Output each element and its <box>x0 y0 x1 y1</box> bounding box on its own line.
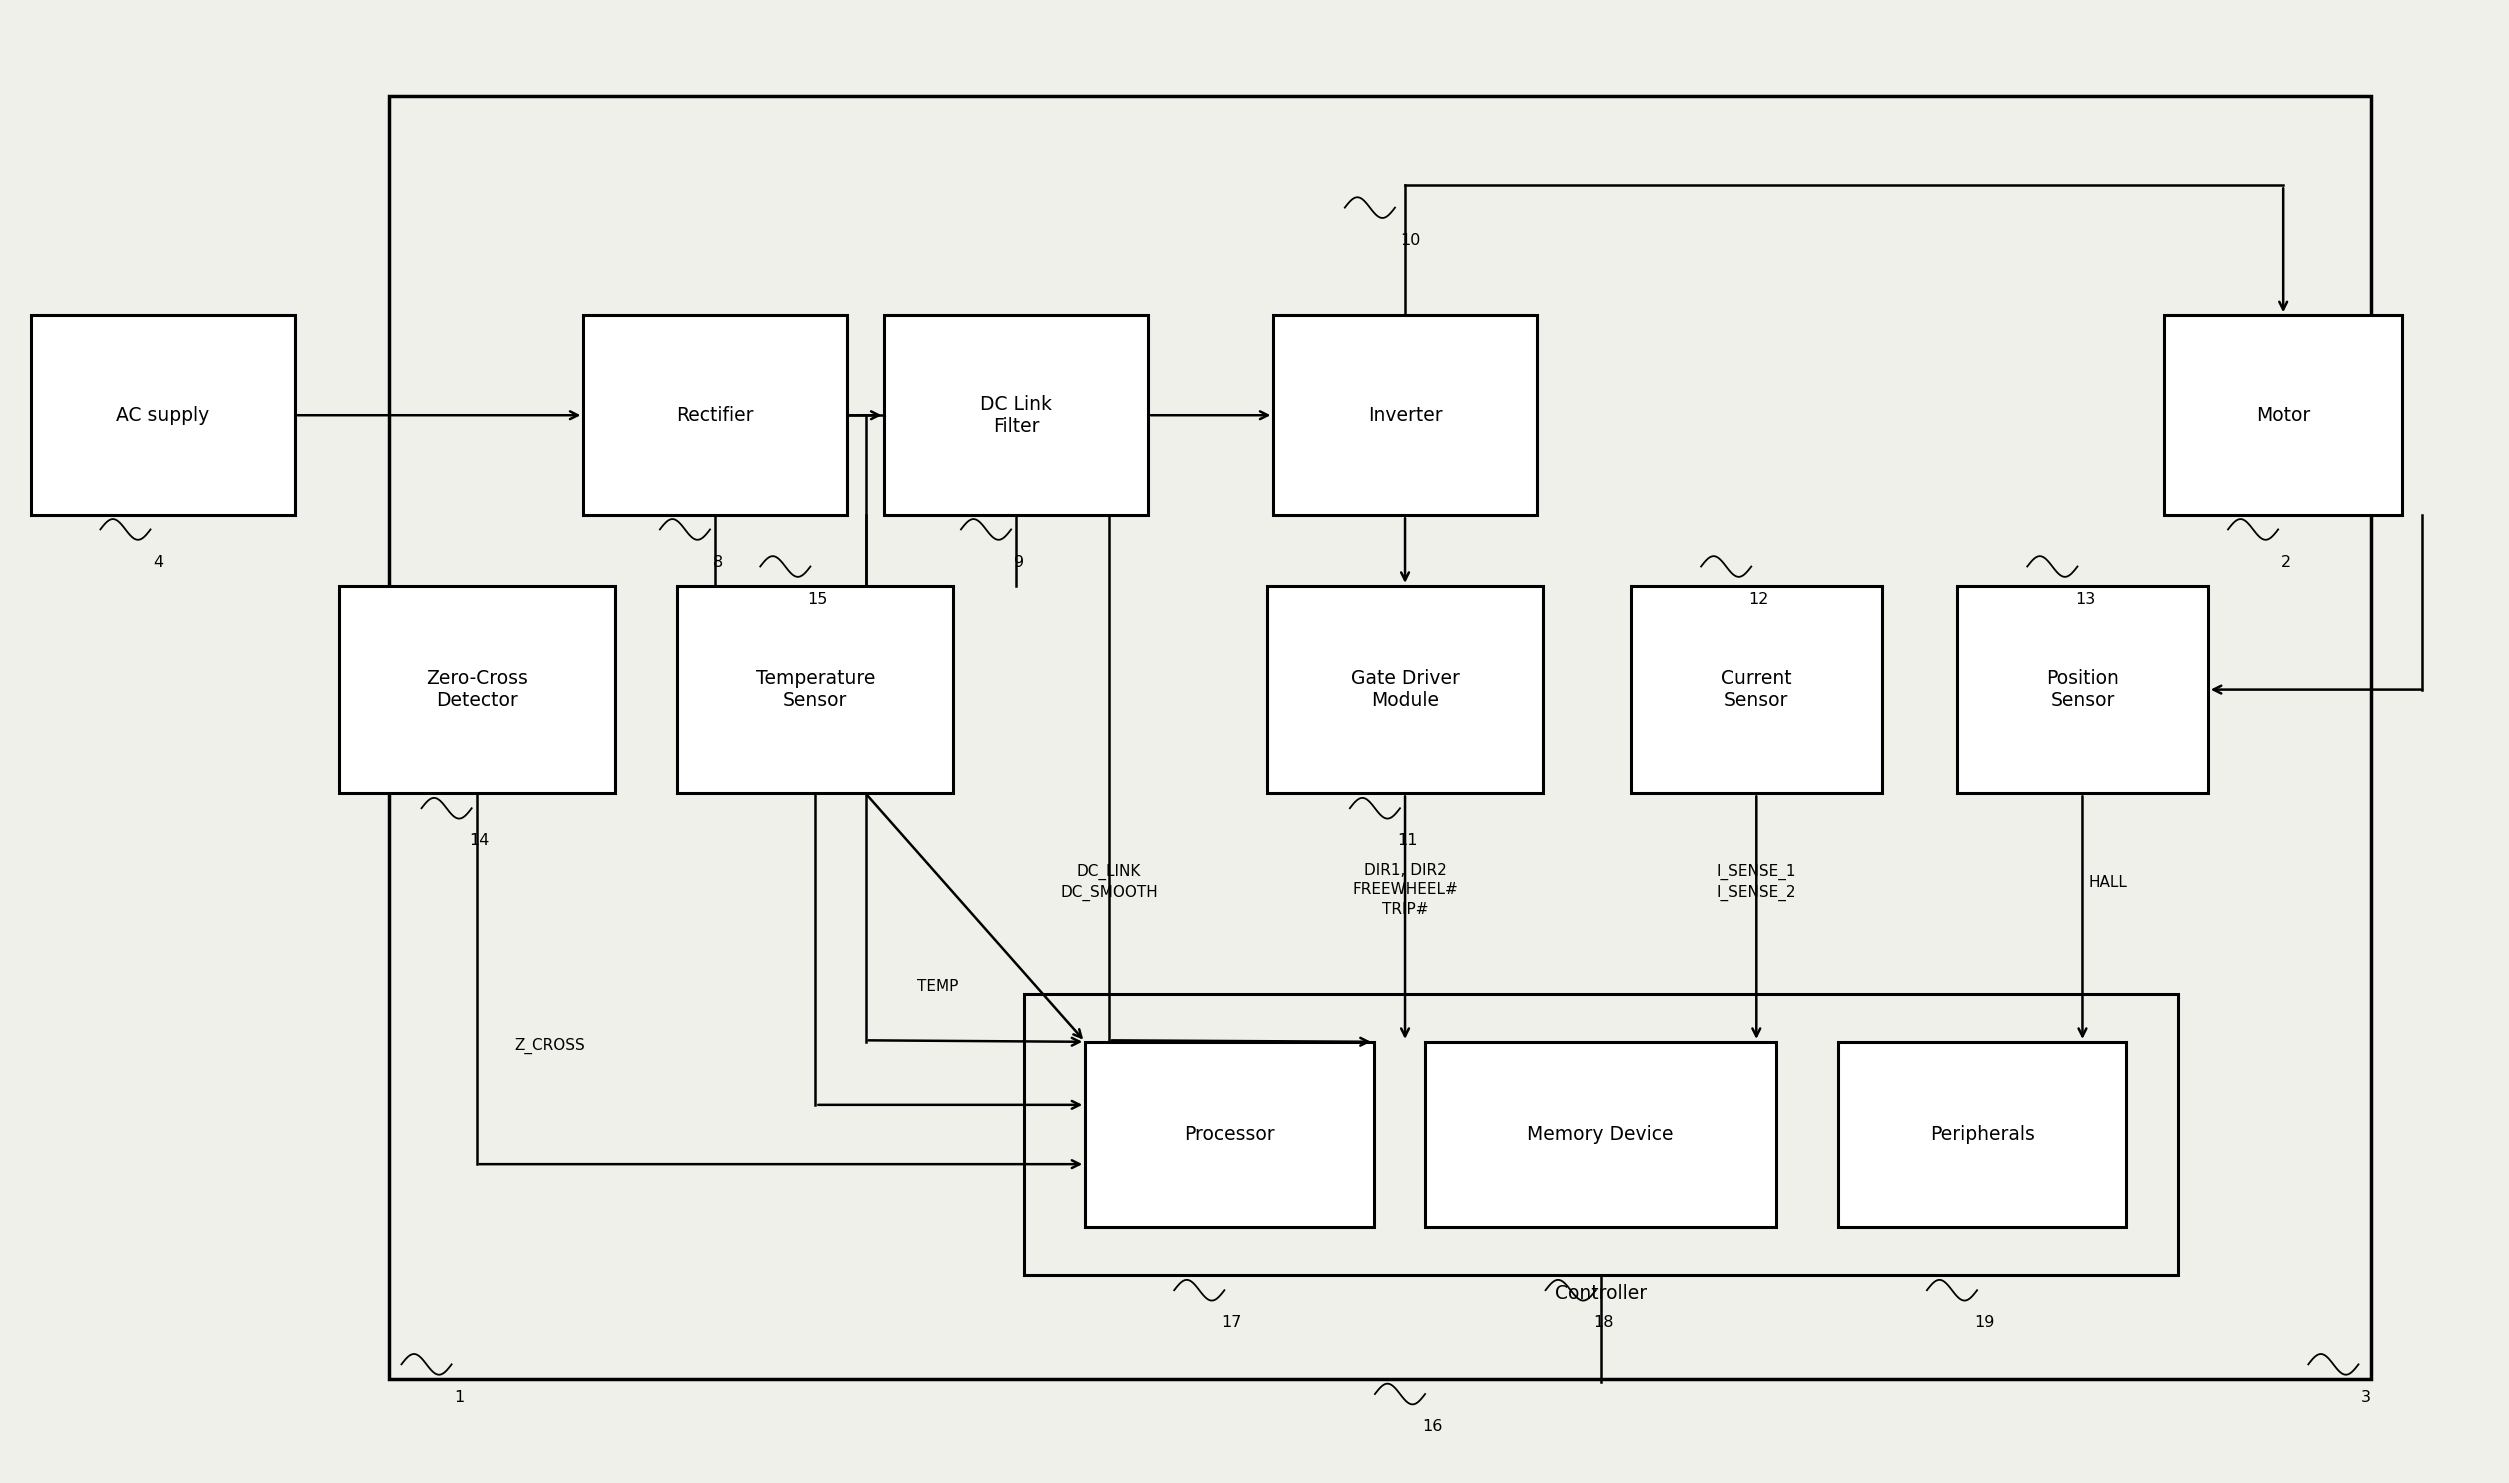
Text: Current
Sensor: Current Sensor <box>1721 669 1791 710</box>
Text: Motor: Motor <box>2256 406 2311 424</box>
Text: Zero-Cross
Detector: Zero-Cross Detector <box>427 669 527 710</box>
Text: 15: 15 <box>808 592 828 607</box>
Text: Memory Device: Memory Device <box>1528 1126 1674 1143</box>
Bar <box>339 586 615 793</box>
Bar <box>1267 586 1543 793</box>
Text: Peripherals: Peripherals <box>1929 1126 2035 1143</box>
Text: Z_CROSS: Z_CROSS <box>514 1038 585 1053</box>
Text: 9: 9 <box>1014 555 1024 569</box>
Text: 10: 10 <box>1400 233 1420 248</box>
Text: Processor: Processor <box>1184 1126 1275 1143</box>
Text: Rectifier: Rectifier <box>677 406 753 424</box>
Bar <box>1275 316 1536 516</box>
Text: 14: 14 <box>469 833 489 848</box>
Text: AC supply: AC supply <box>115 406 211 424</box>
Text: 2: 2 <box>2281 555 2291 569</box>
Bar <box>1839 1041 2128 1228</box>
Text: 16: 16 <box>1423 1419 1443 1434</box>
Bar <box>389 96 2371 1379</box>
Bar <box>677 586 953 793</box>
Text: DC Link
Filter: DC Link Filter <box>981 394 1051 436</box>
Bar <box>1631 586 1882 793</box>
Text: DIR1, DIR2
FREEWHEEL#
TRIP#: DIR1, DIR2 FREEWHEEL# TRIP# <box>1352 863 1458 916</box>
Bar <box>886 316 1149 516</box>
Text: TEMP: TEMP <box>918 979 958 994</box>
Text: Controller: Controller <box>1556 1284 1646 1302</box>
Bar <box>2165 316 2404 516</box>
Text: Temperature
Sensor: Temperature Sensor <box>755 669 876 710</box>
Text: I_SENSE_1
I_SENSE_2: I_SENSE_1 I_SENSE_2 <box>1716 865 1796 900</box>
Text: Inverter: Inverter <box>1367 406 1443 424</box>
Bar <box>33 316 294 516</box>
Text: 19: 19 <box>1975 1315 1995 1330</box>
Text: 11: 11 <box>1398 833 1418 848</box>
Text: HALL: HALL <box>2087 875 2128 890</box>
Text: 8: 8 <box>713 555 723 569</box>
Bar <box>1425 1041 1776 1228</box>
Text: Gate Driver
Module: Gate Driver Module <box>1350 669 1460 710</box>
Bar <box>1024 994 2178 1275</box>
Text: 18: 18 <box>1593 1315 1613 1330</box>
Bar <box>582 316 846 516</box>
Bar <box>1957 586 2208 793</box>
Text: 17: 17 <box>1222 1315 1242 1330</box>
Text: 3: 3 <box>2361 1390 2371 1404</box>
Text: Position
Sensor: Position Sensor <box>2045 669 2120 710</box>
Text: DC_LINK
DC_SMOOTH: DC_LINK DC_SMOOTH <box>1061 865 1157 900</box>
Text: 4: 4 <box>153 555 163 569</box>
Text: 1: 1 <box>454 1390 464 1404</box>
Bar <box>1084 1041 1375 1228</box>
Text: 13: 13 <box>2075 592 2095 607</box>
Text: 12: 12 <box>1749 592 1769 607</box>
